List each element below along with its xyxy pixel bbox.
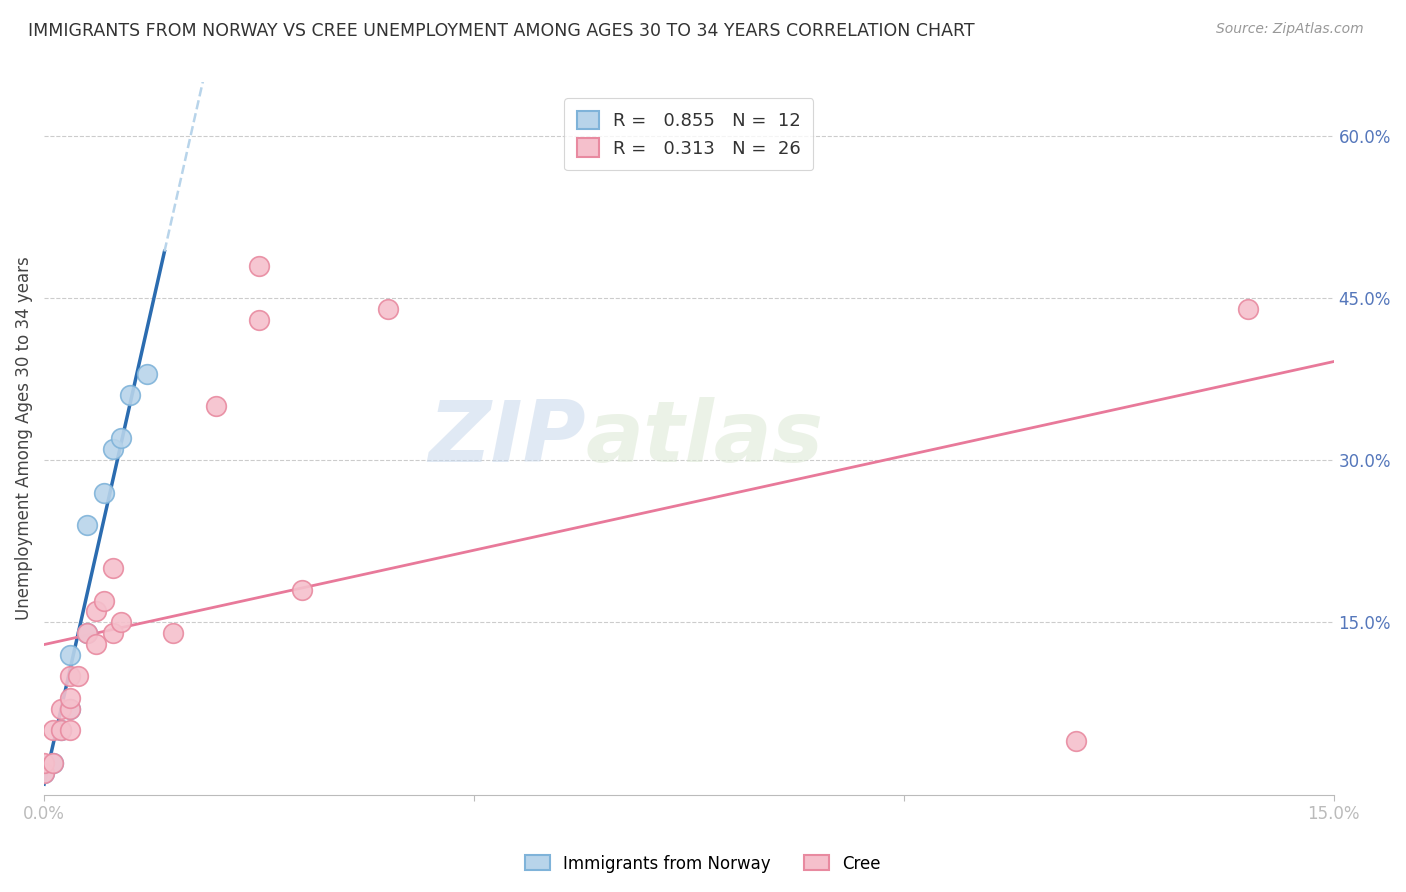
Point (76, 517, 98, 532)
Point (51, 723, 73, 738)
Point (101, 561, 124, 575)
Point (41, 756, 63, 770)
Point (32, 766, 55, 780)
Point (41, 723, 63, 738)
Text: Source: ZipAtlas.com: Source: ZipAtlas.com (1216, 22, 1364, 37)
Point (205, 399, 228, 413)
Point (59, 669, 82, 683)
Point (32, 756, 55, 770)
Point (136, 367, 159, 381)
Point (59, 723, 82, 738)
Point (59, 701, 82, 715)
Point (32, 766, 55, 780)
Text: ZIP: ZIP (427, 397, 586, 480)
Point (59, 648, 82, 662)
Point (110, 615, 132, 630)
Point (41, 756, 63, 770)
Point (120, 388, 142, 402)
Point (59, 690, 82, 705)
Y-axis label: Unemployment Among Ages 30 to 34 years: Unemployment Among Ages 30 to 34 years (15, 257, 32, 620)
Point (93, 485, 115, 500)
Point (247, 259, 270, 273)
Point (101, 626, 124, 640)
Point (110, 432, 132, 446)
Point (67, 669, 90, 683)
Point (84, 604, 107, 618)
Point (101, 442, 124, 457)
Text: IMMIGRANTS FROM NORWAY VS CREE UNEMPLOYMENT AMONG AGES 30 TO 34 YEARS CORRELATIO: IMMIGRANTS FROM NORWAY VS CREE UNEMPLOYM… (28, 22, 974, 40)
Legend: R =   0.855   N =  12, R =   0.313   N =  26: R = 0.855 N = 12, R = 0.313 N = 26 (564, 98, 814, 170)
Point (1064, 734, 1087, 748)
Point (377, 301, 399, 316)
Point (1236, 301, 1258, 316)
Point (93, 593, 115, 607)
Text: atlas: atlas (586, 397, 824, 480)
Point (76, 626, 98, 640)
Point (247, 312, 270, 326)
Point (162, 626, 184, 640)
Legend: Immigrants from Norway, Cree: Immigrants from Norway, Cree (519, 848, 887, 880)
Point (51, 723, 73, 738)
Point (84, 637, 107, 651)
Point (59, 701, 82, 715)
Point (76, 626, 98, 640)
Point (291, 582, 314, 597)
Point (51, 701, 73, 715)
